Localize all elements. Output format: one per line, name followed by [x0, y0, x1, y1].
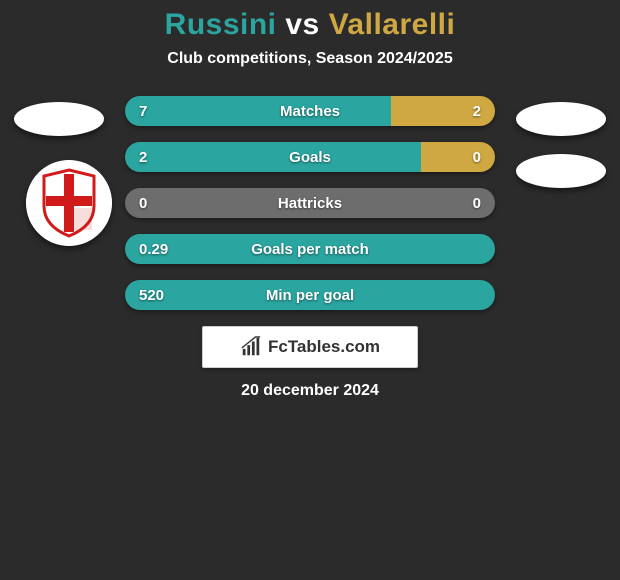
player2-oval-badge — [516, 102, 606, 136]
root-container: Russini vs Vallarelli Club competitions,… — [0, 0, 620, 400]
stat-label: Hattricks — [125, 188, 495, 218]
player2-oval-badge-2 — [516, 154, 606, 188]
stat-right-value: 2 — [473, 96, 481, 126]
stat-label: Goals per match — [125, 234, 495, 264]
player1-oval-badge — [14, 102, 104, 136]
stats-area: 7 Matches 2 2 Goals 0 0 Hattricks 0 0.29 — [0, 96, 620, 400]
page-title: Russini vs Vallarelli — [0, 8, 620, 42]
player2-name: Vallarelli — [329, 8, 456, 41]
player1-name: Russini — [165, 8, 277, 41]
stat-row-goals: 2 Goals 0 — [125, 142, 495, 172]
date-text: 20 december 2024 — [0, 382, 620, 400]
site-badge-text: FcTables.com — [268, 337, 380, 357]
stat-rows: 7 Matches 2 2 Goals 0 0 Hattricks 0 0.29 — [125, 96, 495, 310]
chart-icon — [240, 336, 262, 358]
club-logo — [26, 160, 112, 246]
stat-right-value: 0 — [473, 142, 481, 172]
subtitle: Club competitions, Season 2024/2025 — [0, 50, 620, 68]
stat-row-hattricks: 0 Hattricks 0 — [125, 188, 495, 218]
site-badge[interactable]: FcTables.com — [202, 326, 418, 368]
stat-label: Min per goal — [125, 280, 495, 310]
stat-row-matches: 7 Matches 2 — [125, 96, 495, 126]
stat-label: Goals — [125, 142, 495, 172]
club-logo-svg — [26, 160, 112, 246]
stat-row-mpg: 520 Min per goal — [125, 280, 495, 310]
vs-text: vs — [285, 8, 319, 41]
stat-row-gpm: 0.29 Goals per match — [125, 234, 495, 264]
stat-right-value: 0 — [473, 188, 481, 218]
stat-label: Matches — [125, 96, 495, 126]
